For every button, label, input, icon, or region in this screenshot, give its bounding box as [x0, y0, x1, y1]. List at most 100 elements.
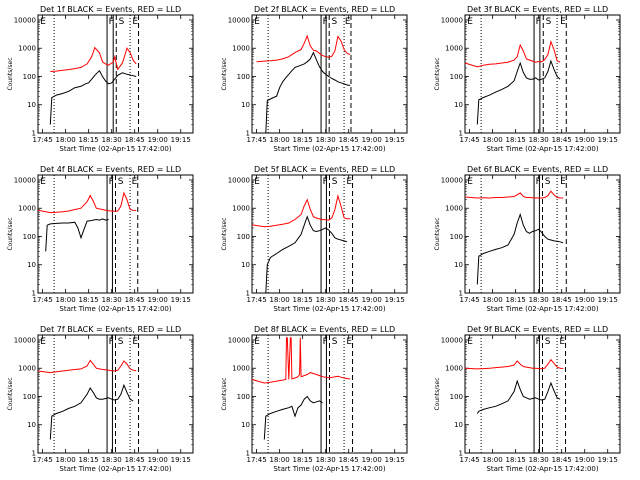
flag-label: E — [467, 337, 473, 347]
series-events-line — [263, 395, 323, 440]
x-tick-label: 18:30 — [529, 296, 549, 304]
flag-label: S — [118, 337, 124, 347]
series-lld-line — [251, 337, 351, 384]
x-axis-label: Start Time (02-Apr-15 17:42:00) — [486, 465, 598, 473]
panel-det-8: Det 8f BLACK = Events, RED = LLD Counts/s… — [221, 325, 408, 473]
series-events-line — [265, 215, 348, 294]
flag-label: E — [345, 17, 351, 27]
flag-label: E — [560, 177, 566, 187]
x-tick-label: 19:00 — [148, 296, 168, 304]
x-tick-label: 18:45 — [552, 136, 572, 144]
y-tick-label: 10000 — [14, 176, 36, 184]
panel-det-2: Det 2f BLACK = Events, RED = LLD Counts/s… — [221, 5, 408, 153]
x-tick-label: 19:15 — [171, 296, 191, 304]
flag-label: E — [560, 17, 566, 27]
x-tick-label: 18:30 — [316, 136, 336, 144]
y-axis-label: Counts/sec — [434, 57, 441, 90]
y-tick-label: 100 — [450, 393, 463, 401]
series-lld-line — [251, 194, 351, 228]
x-tick-label: 17:45 — [247, 456, 267, 464]
y-axis-label: Counts/sec — [221, 217, 228, 250]
x-tick-label: 19:00 — [575, 296, 595, 304]
flag-label: F — [109, 177, 114, 187]
flag-label: E — [40, 177, 46, 187]
y-tick-label: 1 — [246, 130, 250, 138]
y-tick-label: 10 — [241, 261, 250, 269]
x-tick-label: 18:45 — [552, 456, 572, 464]
y-axis-label: Counts/sec — [434, 217, 441, 250]
x-tick-label: 19:15 — [385, 296, 405, 304]
x-tick-label: 18:30 — [316, 456, 336, 464]
y-tick-label: 100 — [237, 393, 250, 401]
x-tick-label: 18:00 — [56, 136, 76, 144]
y-tick-label: 1000 — [232, 205, 250, 213]
plot-frame — [464, 14, 621, 134]
panel-title: Det 6f BLACK = Events, RED = LLD — [467, 165, 608, 174]
panel-title: Det 1f BLACK = Events, RED = LLD — [40, 5, 181, 14]
series-events-line — [49, 69, 137, 125]
y-tick-label: 100 — [450, 73, 463, 81]
y-tick-label: 10000 — [441, 16, 463, 24]
panel-title: Det 5f BLACK = Events, RED = LLD — [254, 165, 395, 174]
x-tick-label: 18:15 — [506, 136, 526, 144]
y-axis-label: Counts/sec — [221, 377, 228, 410]
y-axis-label: Counts/sec — [7, 377, 14, 410]
y-tick-label: 10 — [27, 421, 36, 429]
x-tick-label: 18:15 — [506, 296, 526, 304]
panel-title: Det 3f BLACK = Events, RED = LLD — [467, 5, 608, 14]
x-tick-label: 18:30 — [102, 456, 122, 464]
x-axis-label: Start Time (02-Apr-15 17:42:00) — [486, 305, 598, 313]
x-tick-label: 18:00 — [270, 456, 290, 464]
flag-label: F — [536, 177, 541, 187]
series-lld-line — [464, 190, 564, 199]
flag-label: S — [331, 17, 337, 27]
x-tick-label: 18:45 — [339, 136, 359, 144]
x-axis-label: Start Time (02-Apr-15 17:42:00) — [59, 145, 171, 153]
series-events-line — [45, 218, 109, 252]
panel-det-6: Det 6f BLACK = Events, RED = LLD Counts/s… — [434, 165, 621, 313]
y-tick-label: 1000 — [18, 205, 36, 213]
flag-label: F — [536, 17, 541, 27]
y-tick-label: 1000 — [445, 45, 463, 53]
flag-label: E — [132, 177, 138, 187]
flag-label: E — [254, 177, 260, 187]
y-tick-label: 10000 — [441, 176, 463, 184]
series-events-line — [476, 59, 561, 125]
x-tick-label: 18:45 — [125, 456, 145, 464]
x-tick-label: 18:45 — [339, 296, 359, 304]
y-axis-label: Counts/sec — [221, 57, 228, 90]
y-tick-label: 100 — [23, 393, 36, 401]
x-tick-label: 18:30 — [529, 456, 549, 464]
x-tick-label: 18:45 — [339, 456, 359, 464]
x-axis-label: Start Time (02-Apr-15 17:42:00) — [273, 305, 385, 313]
panel-det-7: Det 7f BLACK = Events, RED = LLD Counts/s… — [7, 325, 194, 473]
flag-label: F — [109, 337, 114, 347]
x-tick-label: 19:00 — [362, 456, 382, 464]
y-tick-label: 1 — [459, 130, 463, 138]
series-events-line — [476, 379, 561, 414]
flag-label: S — [545, 337, 551, 347]
flag-label: F — [323, 17, 328, 27]
y-tick-label: 10 — [27, 261, 36, 269]
x-tick-label: 18:15 — [506, 456, 526, 464]
y-tick-label: 1 — [246, 450, 250, 458]
panel-det-3: Det 3f BLACK = Events, RED = LLD Counts/s… — [434, 5, 621, 153]
x-tick-label: 18:15 — [293, 456, 313, 464]
series-lld-line — [50, 46, 137, 72]
x-tick-label: 18:00 — [483, 456, 503, 464]
flag-label: E — [40, 17, 46, 27]
x-tick-label: 17:45 — [247, 296, 267, 304]
x-tick-label: 18:15 — [79, 456, 99, 464]
y-tick-label: 1000 — [445, 205, 463, 213]
flag-label: E — [254, 337, 260, 347]
flag-label: E — [467, 17, 473, 27]
flag-label: S — [332, 337, 338, 347]
flag-label: S — [119, 17, 125, 27]
x-tick-label: 19:15 — [171, 136, 191, 144]
y-tick-label: 10 — [454, 421, 463, 429]
flag-label: S — [332, 177, 338, 187]
series-lld-line — [464, 358, 564, 370]
flag-label: E — [132, 17, 138, 27]
flag-label: E — [346, 337, 352, 347]
x-tick-label: 18:15 — [79, 296, 99, 304]
